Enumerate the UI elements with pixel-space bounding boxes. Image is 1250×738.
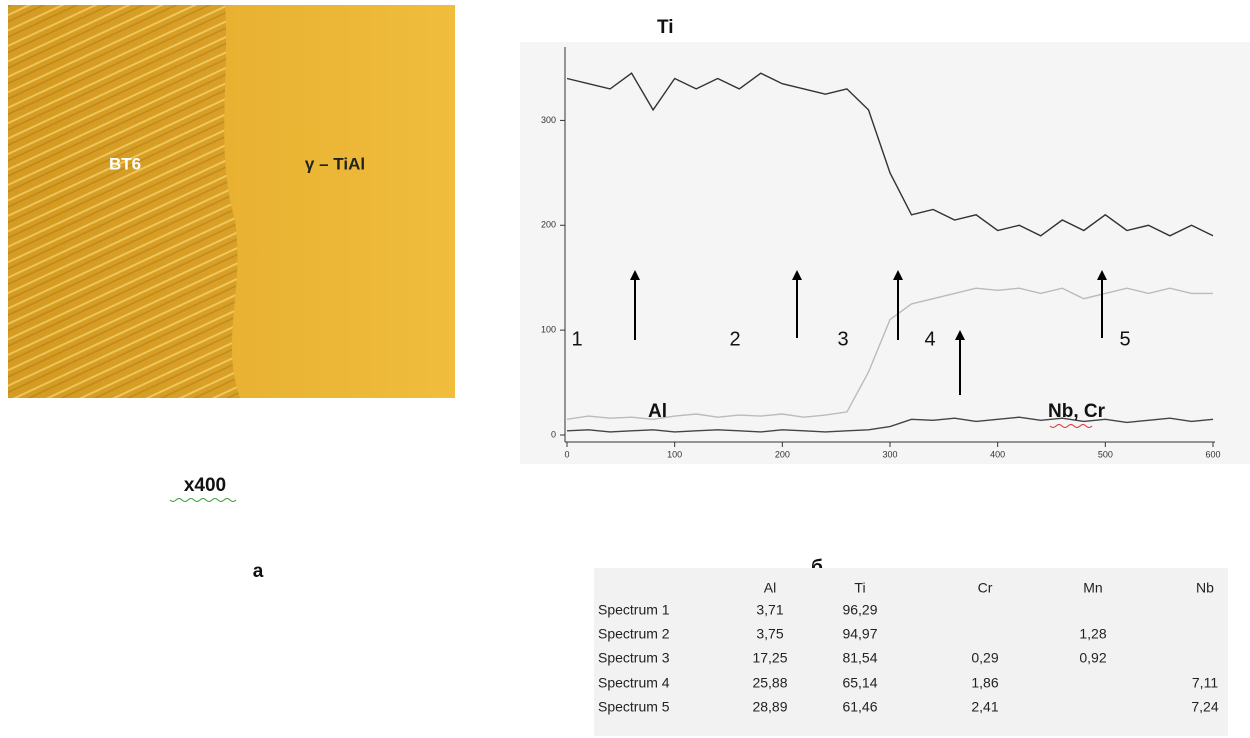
panel-caption: а [253, 561, 264, 582]
micrograph-label: γ – TiAl [305, 154, 365, 173]
micrograph-label: BT6 [109, 154, 141, 173]
arrow-head [893, 270, 903, 280]
arrow-head [630, 270, 640, 280]
y-tick-label: 300 [541, 115, 556, 125]
column-header: Al [764, 580, 776, 596]
spell-underline [1049, 424, 1093, 428]
table-cell: 81,54 [842, 650, 877, 666]
table-background [594, 568, 1228, 736]
magnification: x400 [184, 475, 226, 496]
arrow-head [955, 330, 965, 340]
arrow-head [792, 270, 802, 280]
row-label: Spectrum 1 [598, 602, 670, 618]
x-tick-label: 300 [882, 449, 897, 459]
series-label: Al [648, 401, 667, 422]
table-cell: 28,89 [752, 699, 787, 715]
table-cell: 94,97 [842, 626, 877, 642]
series-label: Nb, Cr [1048, 401, 1106, 422]
table-cell: 25,88 [752, 675, 787, 691]
x-tick-label: 600 [1205, 449, 1220, 459]
table-cell: 3,75 [756, 626, 783, 642]
bt6-region [8, 5, 240, 398]
column-header: Ti [854, 580, 865, 596]
column-header: Nb [1196, 580, 1214, 596]
chart: 0 100 200 300 0 100 200 300 400 500 600 Ti Al Nb, Cr 1… [541, 17, 1221, 459]
row-label: Spectrum 3 [598, 650, 670, 666]
y-tick-label: 200 [541, 220, 556, 230]
y-tick-label: 0 [551, 429, 556, 439]
column-header: Mn [1083, 580, 1102, 596]
table-cell: 7,11 [1192, 675, 1218, 691]
position-label: 3 [837, 328, 848, 350]
x-tick-label: 0 [564, 449, 569, 459]
x-tick-label: 100 [667, 449, 682, 459]
table-cell: 7,24 [1191, 699, 1218, 715]
table-cell: 1,28 [1079, 626, 1106, 642]
arrow-head [1097, 270, 1107, 280]
series-line [566, 416, 1214, 433]
series-line [566, 72, 1214, 237]
row-label: Spectrum 4 [598, 675, 670, 691]
series-line [566, 287, 1213, 421]
table-cell: 0,29 [971, 650, 998, 666]
x-tick-label: 400 [990, 449, 1005, 459]
position-label: 4 [924, 328, 935, 350]
row-label: Spectrum 5 [598, 699, 670, 715]
y-tick-label: 100 [541, 325, 556, 335]
table-cell: 65,14 [842, 675, 877, 691]
table-cell: 96,29 [842, 602, 877, 618]
spell-underline [169, 498, 237, 502]
table: Al Ti Cr Mn Nb Spectrum 1 3,71 96,29 Spectrum 2 3… [598, 580, 1219, 715]
series-label: Ti [657, 17, 674, 38]
position-label: 2 [729, 328, 740, 350]
table-cell: 2,41 [971, 699, 998, 715]
table-cell: 1,86 [971, 675, 998, 691]
table-cell: 3,71 [756, 602, 783, 618]
position-label: 5 [1119, 328, 1130, 350]
column-header: Cr [978, 580, 993, 596]
position-label: 1 [571, 328, 582, 350]
row-label: Spectrum 2 [598, 626, 670, 642]
table-cell: 17,25 [752, 650, 787, 666]
table-cell: 0,92 [1079, 650, 1106, 666]
micrograph: BT6 γ – TiAl [8, 5, 455, 398]
x-tick-label: 500 [1098, 449, 1113, 459]
x-tick-label: 200 [775, 449, 790, 459]
panel-caption: б [811, 557, 823, 578]
chart-background [520, 42, 1250, 464]
table-cell: 61,46 [842, 699, 877, 715]
